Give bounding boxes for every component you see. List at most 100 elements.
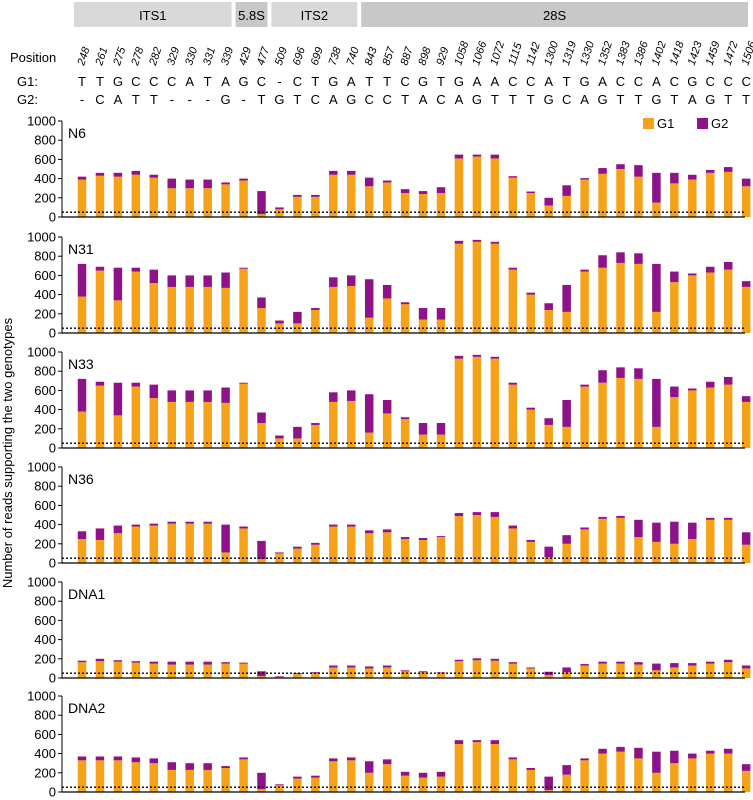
- bar-g2: [670, 521, 679, 544]
- bar-g1: [472, 515, 482, 563]
- genotype-base: T: [383, 74, 391, 89]
- bar-g1: [167, 523, 176, 563]
- bar-g1: [167, 664, 176, 678]
- bar-g1: [185, 401, 194, 448]
- bar-g1: [580, 760, 589, 792]
- bar-g2: [741, 281, 751, 287]
- bar-g1: [257, 308, 266, 333]
- bar-g1: [490, 516, 500, 563]
- bar-g1: [652, 772, 661, 792]
- position-number: 282: [147, 46, 164, 68]
- bar-g2: [221, 272, 230, 288]
- y-tick-label: 600: [34, 727, 56, 742]
- bar-g1: [382, 532, 392, 563]
- bar-g2: [185, 390, 194, 402]
- bar-g1: [508, 663, 518, 678]
- bar-g2: [418, 772, 428, 778]
- bar-g2: [418, 191, 428, 194]
- y-tick-label: 200: [34, 190, 56, 205]
- bar-g1: [77, 539, 87, 563]
- bar-g1: [472, 742, 482, 792]
- bar-g2: [634, 368, 643, 379]
- bar-g2: [454, 154, 464, 159]
- bar-g2: [382, 285, 392, 299]
- bar-g2: [741, 532, 751, 545]
- bar-g2: [400, 417, 410, 420]
- bar-g1: [472, 241, 482, 333]
- genotype-base: T: [365, 74, 373, 89]
- panel-title: DNA1: [68, 586, 106, 602]
- bar-g1: [544, 309, 553, 333]
- bar-g2: [239, 267, 248, 269]
- bar-g2: [454, 513, 464, 516]
- bar-g1: [293, 438, 302, 448]
- genotype-base: A: [114, 92, 123, 107]
- bar-g1: [472, 660, 482, 678]
- bar-g1: [723, 662, 733, 678]
- bar-g2: [508, 757, 518, 760]
- bar-g2: [454, 659, 464, 662]
- bar-g1: [508, 528, 518, 563]
- bar-g1: [311, 777, 320, 792]
- position-number: 477: [255, 45, 272, 67]
- bar-g1: [131, 762, 141, 792]
- bar-g2: [167, 390, 176, 402]
- bar-g2: [670, 750, 679, 764]
- bar-g2: [490, 740, 500, 744]
- bar-g1: [149, 283, 159, 333]
- bar-g2: [382, 665, 392, 668]
- bar-g2: [400, 670, 410, 672]
- bar-g2: [544, 418, 553, 425]
- position-number: 330: [183, 45, 200, 67]
- bar-g2: [149, 269, 159, 284]
- bar-g2: [257, 297, 266, 309]
- bar-g2: [95, 381, 105, 386]
- bar-g2: [544, 776, 553, 791]
- bar-g2: [239, 382, 248, 384]
- bar-g2: [526, 292, 535, 295]
- bar-g2: [185, 179, 194, 189]
- bar-g2: [634, 519, 643, 538]
- genotype-base: A: [185, 74, 194, 89]
- bar-g1: [382, 764, 392, 792]
- bar-g2: [311, 308, 320, 310]
- position-number: 857: [381, 45, 398, 67]
- region-bar: [74, 2, 232, 27]
- bar-g2: [95, 266, 105, 271]
- position-number: 1142: [524, 41, 543, 67]
- bar-g1: [77, 760, 87, 792]
- position-number: 1386: [632, 39, 651, 67]
- genotype-base: G: [328, 74, 338, 89]
- bar-g2: [364, 279, 374, 318]
- bar-g1: [688, 390, 697, 448]
- genotype-base: -: [170, 92, 174, 107]
- bar-g1: [257, 789, 266, 792]
- bar-g2: [723, 748, 733, 754]
- bar-g1: [688, 539, 697, 563]
- bar-g2: [400, 302, 410, 305]
- y-tick-label: 200: [34, 421, 56, 436]
- bar-g2: [741, 178, 751, 187]
- bar-g1: [436, 776, 446, 792]
- bar-g1: [400, 671, 410, 678]
- genotype-base: G: [544, 92, 554, 107]
- bar-g2: [257, 671, 266, 677]
- bar-g2: [562, 765, 571, 775]
- bar-g2: [706, 381, 715, 388]
- bar-g2: [131, 757, 141, 763]
- bar-g2: [203, 763, 212, 770]
- bar-g1: [544, 790, 553, 792]
- y-tick-label: 0: [49, 556, 56, 571]
- genotype-base: T: [204, 74, 212, 89]
- bar-g2: [472, 512, 482, 515]
- bar-g1: [167, 769, 176, 792]
- bar-g1: [508, 384, 518, 448]
- bar-g2: [275, 435, 284, 439]
- panel-title: N36: [68, 471, 94, 487]
- bar-g1: [329, 761, 338, 792]
- bar-g2: [670, 172, 679, 184]
- bar-g1: [616, 169, 625, 217]
- bar-g2: [418, 423, 428, 435]
- bar-g2: [275, 552, 284, 554]
- genotype-base: G: [113, 74, 123, 89]
